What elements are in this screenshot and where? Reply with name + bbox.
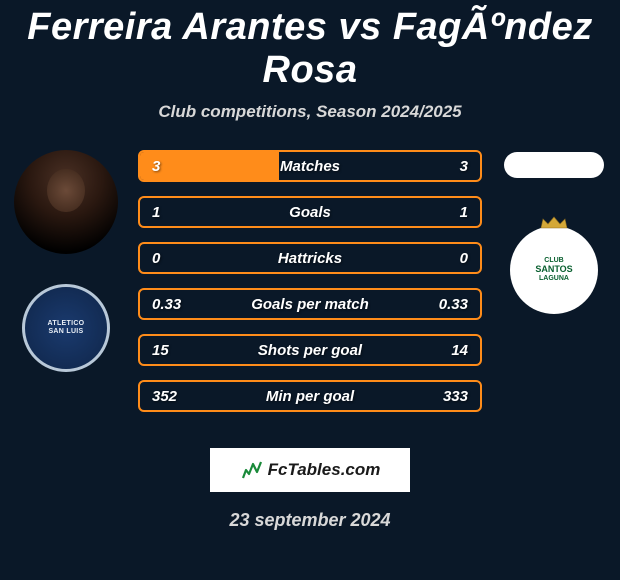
stat-value-right: 14 xyxy=(451,342,468,359)
stat-label: Goals xyxy=(289,204,331,221)
stat-label: Goals per match xyxy=(251,296,369,313)
left-player-column: ATLETICO SAN LUIS xyxy=(6,150,126,372)
stat-label: Min per goal xyxy=(266,388,354,405)
right-club-text-2: SANTOS xyxy=(535,265,572,275)
stat-value-right: 0 xyxy=(460,250,468,267)
page-title: Ferreira Arantes vs FagÃºndez Rosa xyxy=(0,0,620,92)
right-club-text-3: LAGUNA xyxy=(535,275,572,283)
stat-row: 1 Goals 1 xyxy=(138,196,482,228)
left-player-avatar xyxy=(14,150,118,254)
site-logo-icon xyxy=(240,458,264,482)
page-subtitle: Club competitions, Season 2024/2025 xyxy=(0,102,620,122)
left-club-badge: ATLETICO SAN LUIS xyxy=(22,284,110,372)
stat-row: 0 Hattricks 0 xyxy=(138,242,482,274)
stat-value-right: 333 xyxy=(443,388,468,405)
stat-label: Shots per goal xyxy=(258,342,362,359)
stat-row: 15 Shots per goal 14 xyxy=(138,334,482,366)
site-attribution: FcTables.com xyxy=(210,448,410,492)
right-club-badge: CLUB SANTOS LAGUNA xyxy=(510,226,598,314)
comparison-panel: ATLETICO SAN LUIS CLUB SANTOS LAGUNA 3 Ma… xyxy=(0,150,620,440)
left-club-text-1: ATLETICO xyxy=(48,320,85,328)
right-player-placeholder xyxy=(504,152,604,178)
crown-icon xyxy=(539,216,569,230)
stat-value-left: 3 xyxy=(152,158,160,175)
stat-row: 3 Matches 3 xyxy=(138,150,482,182)
stat-value-left: 1 xyxy=(152,204,160,221)
site-text: FcTables.com xyxy=(268,460,381,480)
stats-table: 3 Matches 3 1 Goals 1 0 Hattricks 0 0.33 Goals per… xyxy=(138,150,482,426)
right-club-label: CLUB SANTOS LAGUNA xyxy=(535,257,572,282)
stat-value-left: 0 xyxy=(152,250,160,267)
stat-value-right: 0.33 xyxy=(439,296,468,313)
stat-label: Matches xyxy=(280,158,340,175)
stat-row: 0.33 Goals per match 0.33 xyxy=(138,288,482,320)
left-club-label: ATLETICO SAN LUIS xyxy=(48,320,85,335)
stat-value-right: 3 xyxy=(460,158,468,175)
date-label: 23 september 2024 xyxy=(0,510,620,531)
stat-value-left: 15 xyxy=(152,342,169,359)
stat-label: Hattricks xyxy=(278,250,342,267)
right-player-column: CLUB SANTOS LAGUNA xyxy=(494,150,614,314)
stat-fill-left xyxy=(140,152,279,180)
left-club-text-2: SAN LUIS xyxy=(48,328,85,336)
stat-row: 352 Min per goal 333 xyxy=(138,380,482,412)
stat-value-left: 352 xyxy=(152,388,177,405)
stat-value-right: 1 xyxy=(460,204,468,221)
stat-value-left: 0.33 xyxy=(152,296,181,313)
